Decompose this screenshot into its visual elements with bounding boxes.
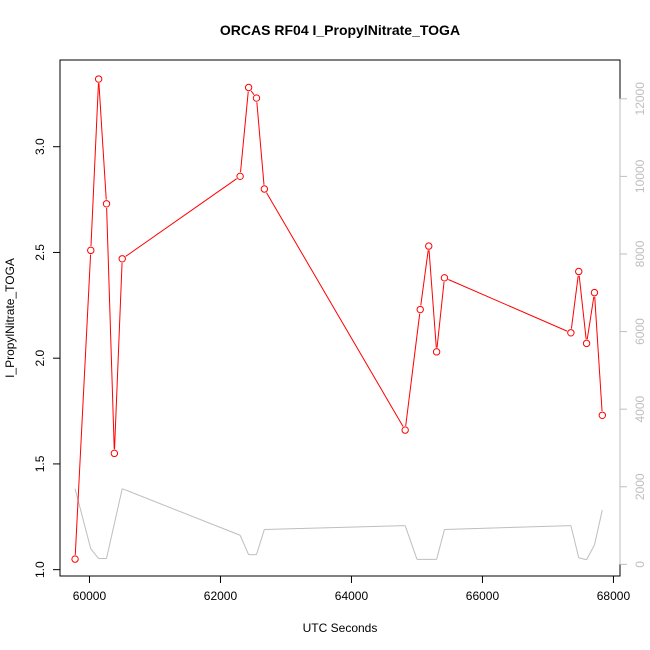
x-tick-label: 60000 — [73, 589, 107, 603]
red-series-point — [567, 329, 575, 337]
chart-title: ORCAS RF04 I_PropylNitrate_TOGA — [220, 22, 460, 38]
gray-series-segment — [593, 509, 603, 546]
red-series-segment — [586, 296, 595, 340]
gray-series-segment — [256, 529, 265, 555]
gray-series-segment — [122, 488, 241, 536]
red-series-segment — [405, 313, 421, 426]
red-series-point — [244, 83, 253, 92]
x-tick-label: 62000 — [204, 589, 238, 603]
red-series-segment — [570, 275, 579, 329]
red-series-segment — [74, 254, 92, 555]
red-series-segment — [420, 250, 429, 306]
red-series-segment — [98, 83, 107, 200]
gray-series-segment — [570, 525, 580, 558]
red-series-segment — [266, 192, 404, 427]
red-series-segment — [250, 90, 255, 95]
x-tick-label: 68000 — [597, 589, 631, 603]
red-series-point — [87, 246, 95, 255]
y2-tick-label: 6000 — [633, 318, 647, 345]
y2-tick-label: 8000 — [633, 240, 647, 267]
red-series-point — [432, 348, 441, 356]
y-axis-right: 0 2000 4000 6000 8000 10000 12000 — [619, 82, 647, 568]
red-series-segment — [106, 207, 115, 450]
red-series-point — [102, 200, 111, 208]
x-tick-label: 66000 — [466, 589, 500, 603]
y2-tick-label: 2000 — [633, 473, 647, 500]
series-layer — [71, 75, 607, 563]
gray-series-segment — [90, 548, 100, 559]
x-tick-label: 64000 — [335, 589, 369, 603]
y-tick-label: 1.5 — [33, 455, 47, 472]
red-series-point — [582, 339, 591, 348]
gray-series-segment — [106, 488, 123, 559]
red-series-point — [252, 94, 261, 102]
red-series-segment — [240, 91, 249, 173]
y-axis-left: 1.0 1.5 2.0 2.5 3.0 — [33, 138, 61, 578]
red-series-segment — [428, 250, 437, 348]
gray-series-segment — [586, 544, 595, 560]
red-series-point — [71, 555, 79, 563]
gray-series-segment — [578, 557, 587, 561]
y-tick-label: 2.0 — [33, 350, 47, 367]
y2-tick-label: 4000 — [633, 396, 647, 423]
red-series-point — [440, 274, 449, 282]
red-series-point — [401, 426, 409, 434]
y2-tick-label: 10000 — [633, 159, 647, 193]
y-tick-label: 1.0 — [33, 561, 47, 578]
gray-series-segment — [404, 525, 418, 560]
x-axis: 60000 62000 64000 66000 68000 — [73, 575, 631, 603]
red-series-point — [590, 288, 599, 297]
red-series-point — [110, 449, 119, 458]
red-series-point — [575, 267, 583, 276]
red-series-segment — [436, 281, 445, 348]
y2-tick-label: 12000 — [633, 82, 647, 116]
y-tick-label: 2.5 — [33, 244, 47, 261]
red-series-point — [260, 185, 269, 193]
red-series-point — [416, 305, 424, 314]
red-series-segment — [448, 279, 568, 332]
red-series-point — [94, 75, 103, 83]
red-series-point — [236, 172, 244, 181]
y-axis-title: I_PropylNitrate_TOGA — [3, 258, 17, 378]
red-series-point — [598, 411, 607, 419]
gray-series-segment — [264, 525, 406, 530]
gray-series-segment — [239, 535, 250, 555]
y-tick-label: 3.0 — [33, 138, 47, 155]
red-series-segment — [578, 275, 587, 340]
red-series-segment — [90, 83, 99, 247]
red-series-point — [118, 255, 126, 263]
red-series-segment — [114, 262, 123, 450]
red-series-point — [425, 242, 433, 250]
red-series-segment — [256, 102, 265, 185]
red-series-segment — [125, 178, 237, 257]
x-axis-title: UTC Seconds — [303, 621, 378, 635]
red-series-segment — [594, 296, 603, 412]
y2-tick-label: 0 — [633, 561, 647, 568]
gray-series-segment — [444, 525, 571, 530]
gray-series-segment — [436, 529, 445, 560]
